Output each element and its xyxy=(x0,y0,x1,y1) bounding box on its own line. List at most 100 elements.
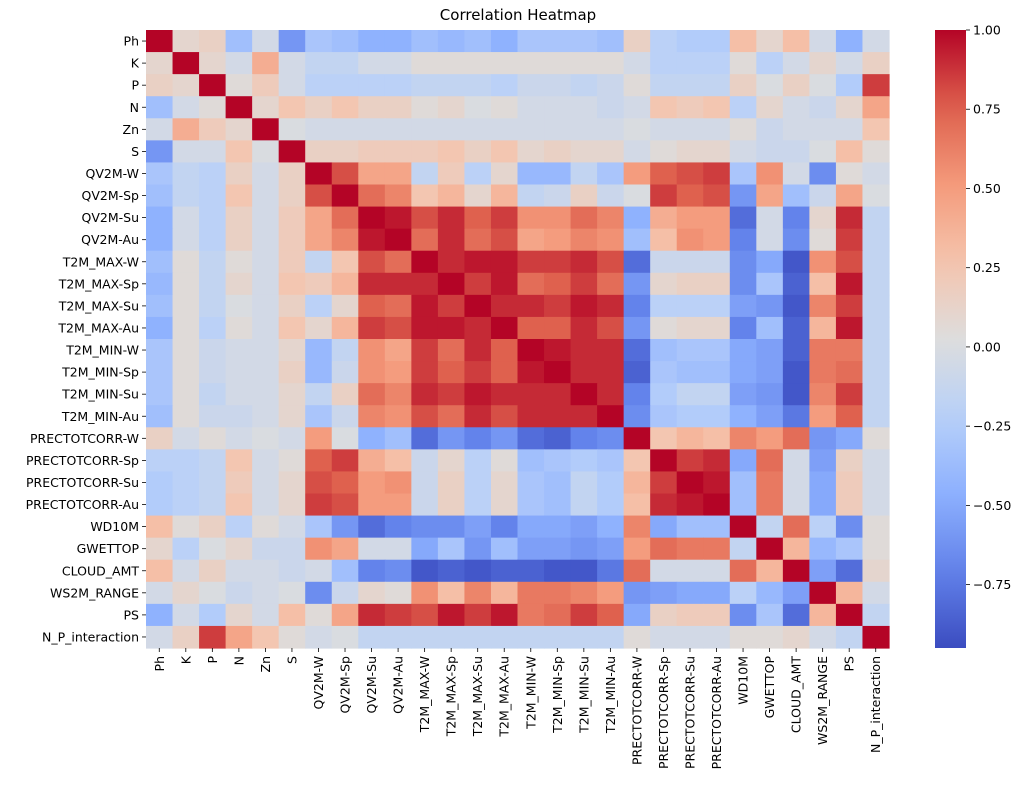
heatmap-cell xyxy=(437,427,466,450)
heatmap-cell xyxy=(225,515,253,539)
column-label: PRECTOTCORR-Au xyxy=(709,656,724,769)
heatmap-cell xyxy=(358,162,386,186)
heatmap-cell xyxy=(835,316,864,340)
heatmap-cell xyxy=(490,603,519,627)
heatmap-cell xyxy=(278,559,306,583)
heatmap-cell xyxy=(199,140,227,164)
heatmap-cell xyxy=(809,30,837,53)
heatmap-cell xyxy=(544,515,572,539)
heatmap-cell xyxy=(862,228,890,252)
heatmap-cell xyxy=(729,272,757,296)
heatmap-cell xyxy=(597,162,625,186)
heatmap-cell xyxy=(782,603,810,627)
heatmap-cell xyxy=(411,294,439,318)
heatmap-cell xyxy=(146,162,174,186)
colorbar-tick-label: −0.25 xyxy=(973,419,1011,434)
heatmap-cell xyxy=(862,74,890,97)
heatmap-cell xyxy=(146,361,174,384)
heatmap-cell xyxy=(756,250,784,274)
row-label: PS xyxy=(124,607,140,622)
heatmap-cell xyxy=(729,515,757,539)
column-label: Zn xyxy=(258,656,273,673)
heatmap-cell xyxy=(862,206,890,230)
heatmap-cell xyxy=(729,294,757,318)
heatmap-cell xyxy=(650,140,678,164)
heatmap-cell xyxy=(331,140,359,164)
heatmap-cell xyxy=(411,96,439,119)
heatmap-cell xyxy=(225,30,253,53)
heatmap-cell xyxy=(305,537,333,561)
heatmap-cell xyxy=(835,339,864,362)
heatmap-cell xyxy=(835,272,864,296)
heatmap-cell xyxy=(756,471,784,495)
heatmap-cell xyxy=(862,449,890,473)
heatmap-cell xyxy=(490,184,519,208)
heatmap-cell xyxy=(305,52,333,75)
heatmap-cell xyxy=(756,272,784,296)
heatmap-cell xyxy=(411,625,439,649)
heatmap-cell xyxy=(331,361,359,384)
heatmap-cell xyxy=(146,515,174,539)
row-label: N xyxy=(130,100,139,115)
heatmap-cell xyxy=(358,471,386,495)
heatmap-cell xyxy=(199,427,227,450)
heatmap-cell xyxy=(517,361,545,384)
heatmap-cell xyxy=(623,316,651,340)
heatmap-cell xyxy=(411,339,439,362)
heatmap-cell xyxy=(676,581,704,605)
heatmap-cell xyxy=(544,140,572,164)
heatmap-cell xyxy=(411,316,439,340)
heatmap-cell xyxy=(782,52,810,75)
heatmap-cell xyxy=(809,537,837,561)
heatmap-cell xyxy=(278,250,306,274)
heatmap-cell xyxy=(384,427,412,450)
heatmap-cell xyxy=(676,184,704,208)
heatmap-cell xyxy=(384,537,412,561)
heatmap-cell xyxy=(676,162,704,186)
heatmap-cell xyxy=(782,162,810,186)
heatmap-cell xyxy=(676,471,704,495)
heatmap-cell xyxy=(358,625,386,649)
heatmap-cell xyxy=(703,52,731,75)
heatmap-cell xyxy=(358,184,386,208)
heatmap-cell xyxy=(756,118,784,141)
heatmap-cell xyxy=(490,493,519,517)
heatmap-cell xyxy=(172,405,200,428)
heatmap-cell xyxy=(225,559,253,583)
heatmap-cell xyxy=(782,537,810,561)
heatmap-cell xyxy=(544,603,572,627)
heatmap-cell xyxy=(544,559,572,583)
heatmap-cell xyxy=(464,405,492,428)
heatmap-cells xyxy=(146,30,890,649)
heatmap-cell xyxy=(517,339,545,362)
heatmap-cell xyxy=(597,30,625,53)
heatmap-cell xyxy=(809,250,837,274)
heatmap-cell xyxy=(756,383,784,406)
column-label: PRECTOTCORR-Su xyxy=(682,656,697,769)
row-label: QV2M-Au xyxy=(81,232,139,247)
heatmap-cell xyxy=(729,361,757,384)
heatmap-cell xyxy=(278,52,306,75)
heatmap-cell xyxy=(252,52,280,75)
heatmap-cell xyxy=(570,537,598,561)
heatmap-cell xyxy=(703,339,731,362)
heatmap-cell xyxy=(411,427,439,450)
heatmap-cell xyxy=(729,184,757,208)
column-label: PRECTOTCORR-Sp xyxy=(656,656,671,769)
heatmap-cell xyxy=(782,294,810,318)
column-label: Ph xyxy=(152,656,167,671)
heatmap-cell xyxy=(305,140,333,164)
heatmap-cell xyxy=(437,162,466,186)
heatmap-cell xyxy=(729,339,757,362)
heatmap-cell xyxy=(252,30,280,53)
heatmap-cell xyxy=(225,581,253,605)
heatmap-cell xyxy=(437,206,466,230)
heatmap-cell xyxy=(305,515,333,539)
heatmap-cell xyxy=(597,206,625,230)
heatmap-cell xyxy=(305,250,333,274)
heatmap-cell xyxy=(544,537,572,561)
row-label: QV2M-Su xyxy=(82,210,140,225)
heatmap-cell xyxy=(437,581,466,605)
heatmap-cell xyxy=(623,272,651,296)
heatmap-cell xyxy=(464,537,492,561)
